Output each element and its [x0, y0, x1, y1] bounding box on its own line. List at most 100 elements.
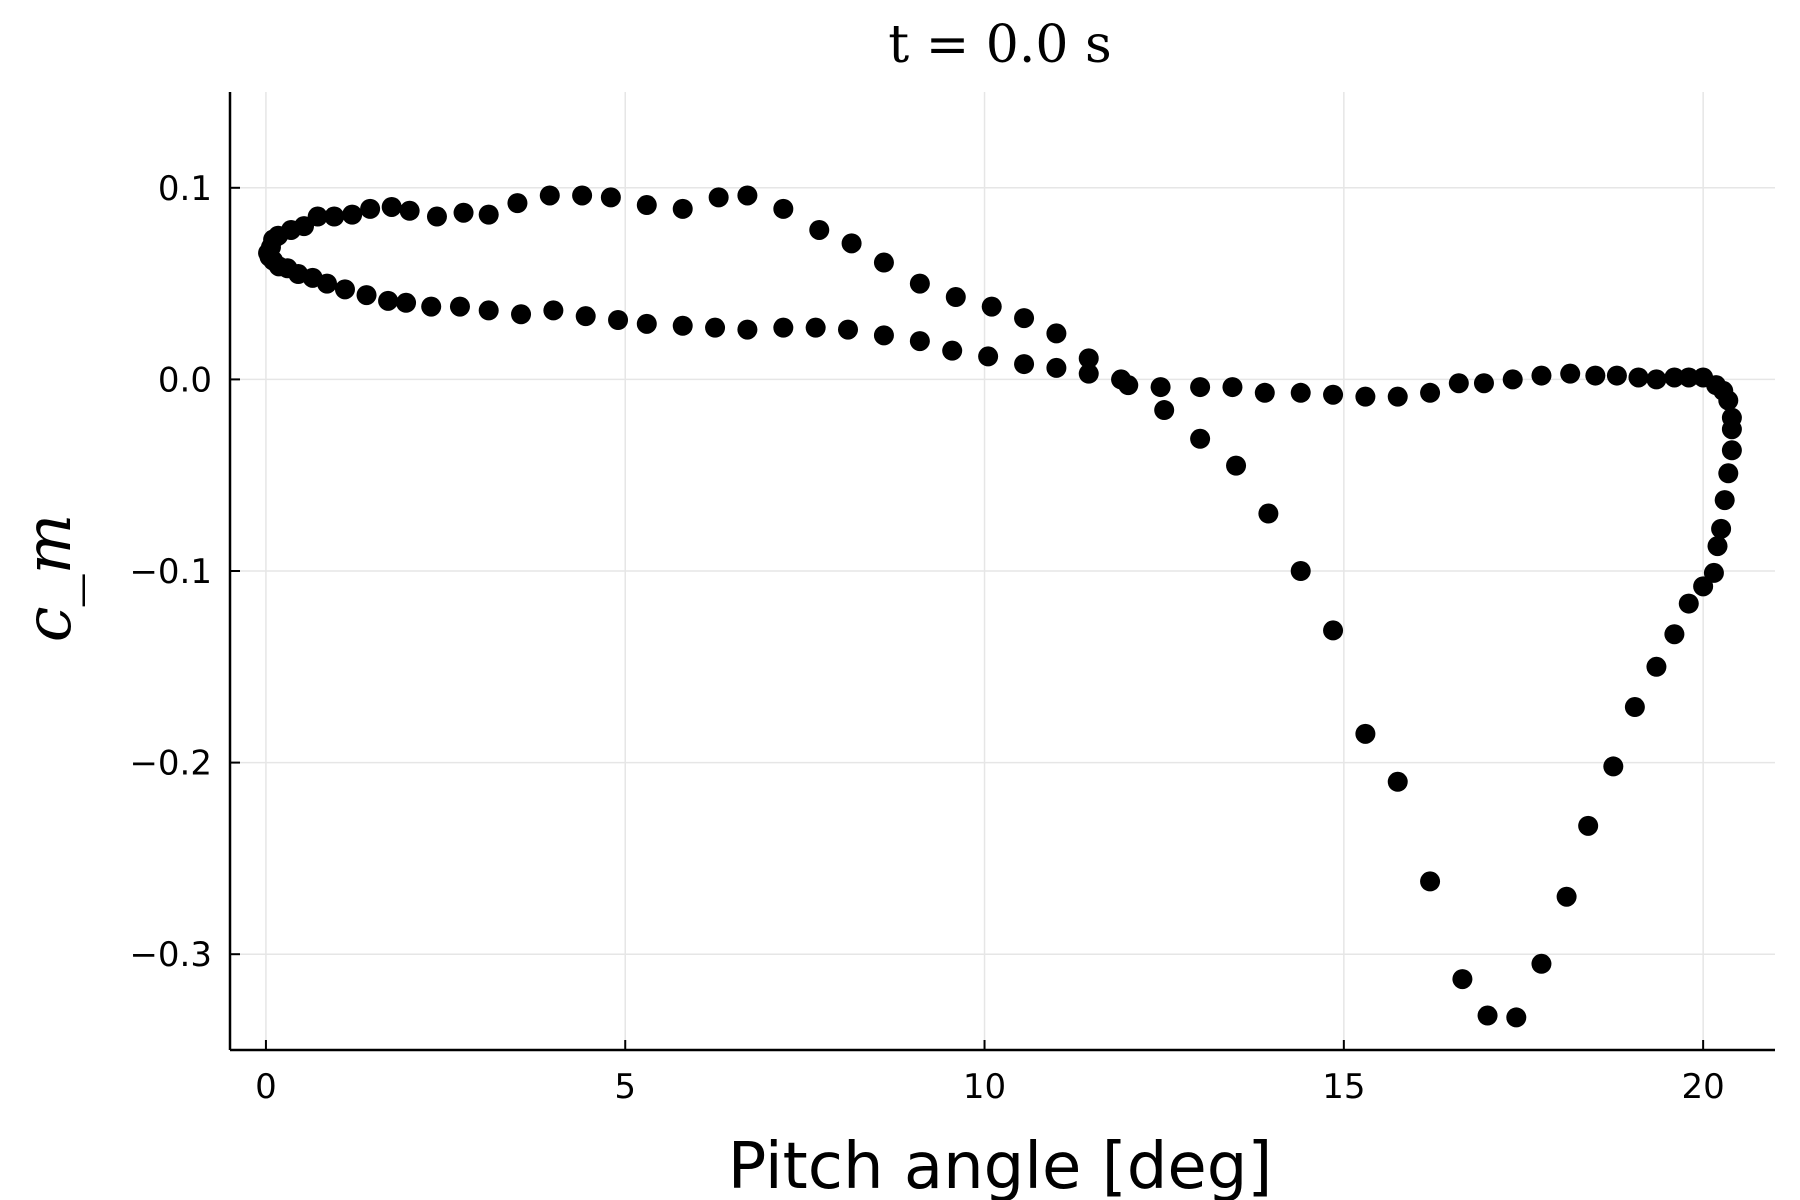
data-point — [600, 187, 621, 208]
data-point — [1154, 400, 1175, 421]
grid — [230, 92, 1775, 1050]
data-point — [1323, 620, 1344, 641]
data-point — [572, 185, 593, 206]
data-point — [575, 306, 596, 327]
data-point — [342, 204, 363, 225]
y-tick-label: 0.1 — [158, 169, 212, 209]
data-point — [805, 317, 826, 338]
data-point — [1014, 308, 1035, 329]
data-point — [1628, 367, 1649, 388]
data-point — [873, 325, 894, 346]
data-point — [1387, 771, 1408, 792]
data-points — [258, 185, 1742, 1028]
data-point — [1678, 593, 1699, 614]
data-point — [737, 185, 758, 206]
data-point — [1578, 815, 1599, 836]
axes — [228, 92, 1775, 1052]
data-point — [1603, 756, 1624, 777]
y-tick-label: −0.3 — [129, 935, 212, 975]
data-point — [1718, 463, 1739, 484]
data-point — [1721, 407, 1742, 428]
data-point — [1355, 723, 1376, 744]
data-point — [1693, 367, 1714, 388]
data-point — [672, 198, 693, 219]
data-point — [381, 196, 402, 217]
data-point — [773, 317, 794, 338]
data-point — [453, 202, 474, 223]
data-point — [1420, 871, 1441, 892]
data-point — [307, 206, 328, 227]
data-point — [1477, 1005, 1498, 1026]
data-point — [1506, 1007, 1527, 1028]
y-tick-label: −0.1 — [129, 552, 212, 592]
data-point — [909, 331, 930, 352]
x-tick-label: 10 — [963, 1067, 1006, 1107]
data-point — [1387, 386, 1408, 407]
data-point — [1664, 624, 1685, 645]
data-point — [478, 204, 499, 225]
data-point — [1693, 576, 1714, 597]
data-point — [1258, 503, 1279, 524]
y-tick-label: 0.0 — [158, 360, 212, 400]
data-point — [478, 300, 499, 321]
data-point — [1531, 365, 1552, 386]
data-point — [1560, 363, 1581, 384]
x-axis-label: Pitch angle [deg] — [728, 1130, 1273, 1200]
data-point — [1448, 373, 1469, 394]
x-tick-label: 15 — [1322, 1067, 1365, 1107]
data-point — [773, 198, 794, 219]
data-point — [1046, 323, 1067, 344]
data-point — [396, 292, 417, 313]
data-point — [1014, 354, 1035, 375]
data-point — [356, 285, 377, 306]
data-point — [608, 310, 629, 331]
data-point — [1420, 382, 1441, 403]
data-point — [1556, 886, 1577, 907]
data-point — [809, 219, 830, 240]
data-point — [426, 206, 447, 227]
data-point — [1226, 455, 1247, 476]
data-point — [1190, 377, 1211, 398]
data-point — [511, 304, 532, 325]
data-point — [543, 300, 564, 321]
data-point — [1078, 348, 1099, 369]
data-point — [1664, 367, 1685, 388]
data-point — [259, 246, 280, 267]
x-tick-label: 20 — [1682, 1067, 1725, 1107]
y-tick-label: −0.2 — [129, 744, 212, 784]
data-point — [1624, 697, 1645, 718]
data-point — [708, 187, 729, 208]
data-point — [1646, 369, 1667, 390]
data-point — [945, 287, 966, 308]
data-point — [1606, 365, 1627, 386]
data-point — [636, 195, 657, 216]
data-point — [1646, 656, 1667, 677]
data-point — [1290, 382, 1311, 403]
data-point — [838, 319, 858, 340]
data-point — [1473, 373, 1494, 394]
data-point — [841, 233, 862, 254]
data-point — [978, 346, 999, 367]
data-point — [399, 200, 420, 221]
data-point — [981, 296, 1002, 317]
data-point — [1355, 386, 1376, 407]
tick-labels: 0 5 10 15 20 0.1 0.0 −0.1 −0.2 −0.3 — [129, 169, 1724, 1107]
data-point — [1078, 363, 1099, 384]
data-point — [1190, 428, 1211, 449]
data-point — [1111, 369, 1132, 390]
data-point — [873, 252, 894, 273]
data-point — [1721, 440, 1742, 461]
chart-title: t = 0.0 s — [888, 15, 1111, 75]
data-point — [672, 315, 693, 336]
x-tick-label: 5 — [614, 1067, 636, 1107]
data-point — [334, 279, 355, 300]
data-point — [1323, 384, 1344, 405]
data-point — [1711, 518, 1732, 539]
data-point — [1714, 490, 1735, 511]
data-point — [378, 290, 399, 311]
data-point — [1531, 953, 1552, 974]
data-point — [1703, 562, 1724, 583]
data-point — [1046, 357, 1067, 378]
